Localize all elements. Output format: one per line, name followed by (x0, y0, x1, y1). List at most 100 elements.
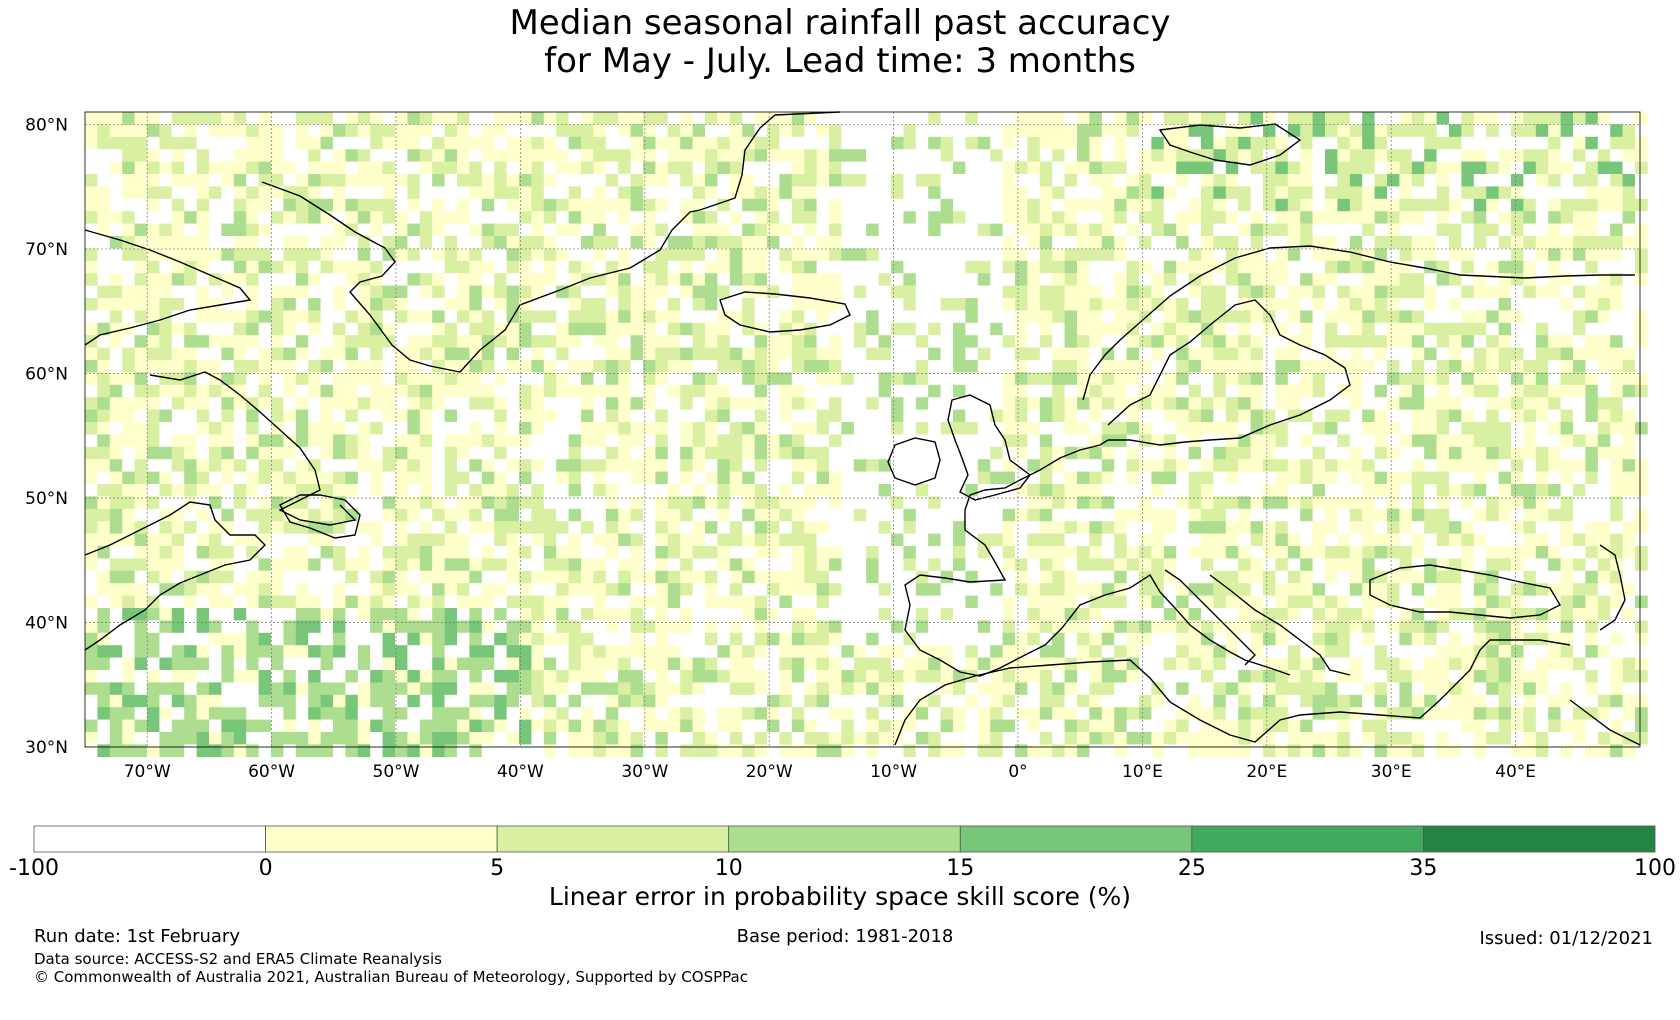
grid-cell (1498, 521, 1512, 534)
grid-cell (1077, 174, 1090, 187)
grid-cell (271, 335, 284, 348)
grid-cell (1201, 372, 1214, 386)
grid-cell (729, 236, 743, 249)
grid-cell (1114, 384, 1127, 398)
grid-cell (742, 558, 755, 572)
grid-cell (1238, 496, 1251, 510)
grid-cell (804, 570, 817, 584)
grid-cell (1449, 174, 1462, 187)
grid-cell (1560, 223, 1574, 237)
grid-cell (841, 136, 855, 150)
grid-cell (1535, 149, 1549, 162)
grid-cell (382, 112, 396, 125)
grid-cell (605, 484, 619, 497)
grid-cell (1027, 521, 1041, 534)
grid-cell (630, 496, 644, 510)
grid-cell (1473, 149, 1487, 162)
grid-cell (593, 322, 607, 336)
grid-cell (767, 360, 780, 373)
grid-cell (692, 310, 706, 324)
grid-cell (196, 124, 210, 138)
grid-cell (1498, 149, 1512, 162)
grid-cell (1015, 335, 1028, 348)
grid-cell (1449, 211, 1462, 224)
grid-cell (717, 112, 731, 125)
grid-cell (1064, 248, 1078, 262)
grid-cell (915, 186, 929, 200)
grid-cell (109, 508, 123, 522)
grid-cell (97, 149, 111, 162)
grid-cell (1523, 347, 1537, 361)
grid-cell (457, 384, 470, 398)
grid-cell (1052, 583, 1065, 596)
grid-cell (1436, 285, 1450, 299)
grid-cell (1077, 496, 1090, 510)
grid-cell (1052, 347, 1065, 361)
grid-cell (1498, 360, 1512, 373)
grid-cell (320, 273, 334, 286)
grid-cell (1213, 322, 1227, 336)
grid-cell (370, 174, 383, 187)
grid-cell (1039, 112, 1053, 125)
grid-cell (1163, 149, 1177, 162)
grid-cell (308, 570, 321, 584)
grid-cell (320, 496, 334, 510)
grid-cell (519, 583, 532, 596)
grid-cell (581, 310, 594, 324)
grid-cell (159, 484, 173, 497)
grid-cell (1374, 211, 1388, 224)
grid-cell (481, 236, 495, 249)
grid-cell (382, 422, 396, 435)
grid-cell (134, 533, 148, 547)
grid-cell (271, 198, 284, 212)
grid-cell (1052, 508, 1065, 522)
grid-cell (940, 211, 954, 224)
grid-cell (1622, 248, 1636, 262)
grid-cell (1077, 136, 1090, 150)
grid-cell (457, 112, 470, 125)
grid-cell (1052, 546, 1065, 559)
grid-cell (494, 198, 507, 212)
grid-cell (320, 161, 334, 175)
grid-cell (1089, 397, 1103, 410)
grid-cell (506, 360, 520, 373)
grid-cell (1275, 446, 1289, 460)
grid-cell (1225, 347, 1239, 361)
grid-cell (1399, 508, 1413, 522)
grid-cell (457, 533, 470, 547)
grid-cell (903, 484, 917, 497)
grid-cell (940, 198, 954, 212)
grid-cell (593, 198, 607, 212)
grid-cell (1498, 273, 1512, 286)
grid-cell (1238, 198, 1251, 212)
grid-cell (1089, 533, 1103, 547)
grid-cell (841, 533, 855, 547)
grid-cell (977, 322, 991, 336)
grid-cell (1585, 285, 1599, 299)
grid-cell (630, 298, 644, 311)
grid-cell (853, 136, 867, 150)
grid-cell (1312, 260, 1326, 274)
grid-cell (1089, 484, 1103, 497)
grid-cell (1163, 248, 1177, 262)
grid-cell (171, 161, 185, 175)
grid-cell (1635, 546, 1648, 559)
grid-cell (965, 508, 979, 522)
grid-cell (791, 223, 805, 237)
grid-cell (1560, 533, 1574, 547)
grid-cell (1461, 347, 1475, 361)
grid-cell (1622, 186, 1636, 200)
grid-cell (370, 521, 383, 534)
grid-cell (134, 471, 148, 485)
grid-cell (233, 422, 247, 435)
grid-cell (333, 174, 346, 187)
grid-cell (1077, 236, 1090, 249)
grid-cell (1312, 236, 1326, 249)
grid-cell (457, 211, 470, 224)
grid-cell (97, 484, 111, 497)
grid-cell (729, 161, 743, 175)
grid-cell (1573, 310, 1586, 324)
grid-cell (1399, 397, 1413, 410)
grid-cell (469, 236, 483, 249)
grid-cell (816, 260, 830, 274)
